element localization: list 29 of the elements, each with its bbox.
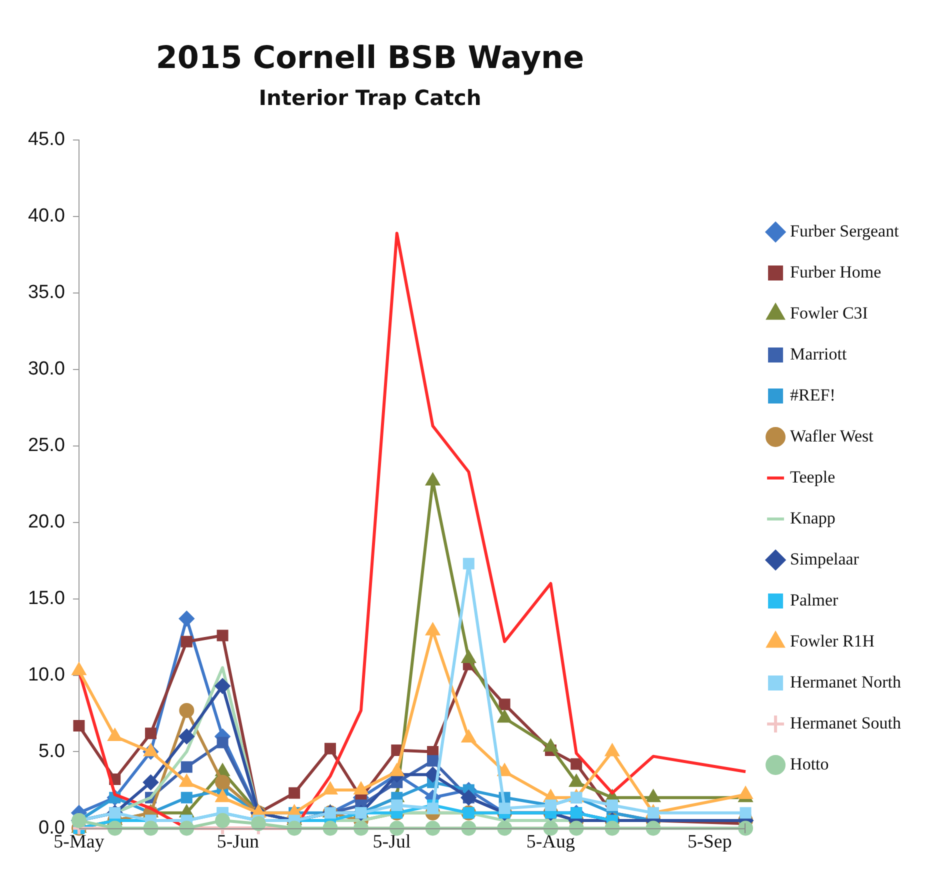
y-tick-label: 5.0 <box>38 740 65 762</box>
legend-label: Teeple <box>790 467 836 486</box>
legend-label: Knapp <box>790 508 836 528</box>
y-tick-label: 35.0 <box>28 282 65 304</box>
y-tick-label: 40.0 <box>28 206 65 227</box>
legend-label: Hotto <box>790 754 829 774</box>
legend-label: #REF! <box>790 385 836 404</box>
legend-label: Palmer <box>790 590 839 610</box>
chart-title: 2015 Cornell BSB Wayne <box>154 40 586 76</box>
legend-label: Fowler R1H <box>790 631 875 650</box>
x-tick-label: 5-Jul <box>372 832 411 853</box>
x-tick-label: 5-Aug <box>526 832 576 853</box>
y-tick-label: 45.0 <box>28 129 65 150</box>
x-tick-label: 5-Sep <box>687 832 732 853</box>
y-tick-label: 10.0 <box>28 664 65 686</box>
y-tick-label: 20.0 <box>28 512 65 533</box>
legend-label: Fowler C3I <box>790 303 868 322</box>
legend-label: Marriott <box>790 344 847 364</box>
legend-label: Furber Sergeant <box>790 221 900 240</box>
chart-subtitle: Interior Trap Catch <box>258 86 482 110</box>
legend-label: Hermanet South <box>790 713 902 732</box>
y-tick-label: 30.0 <box>28 358 65 380</box>
legend-label: Furber Home <box>790 262 882 282</box>
legend-label: Wafler West <box>790 426 874 446</box>
y-tick-label: 15.0 <box>28 588 65 610</box>
y-tick-label: 25.0 <box>28 435 65 456</box>
legend-label: Hermanet North <box>790 672 902 692</box>
legend-label: Simpelaar <box>790 549 860 568</box>
x-tick-label: 5-Jun <box>216 832 260 853</box>
